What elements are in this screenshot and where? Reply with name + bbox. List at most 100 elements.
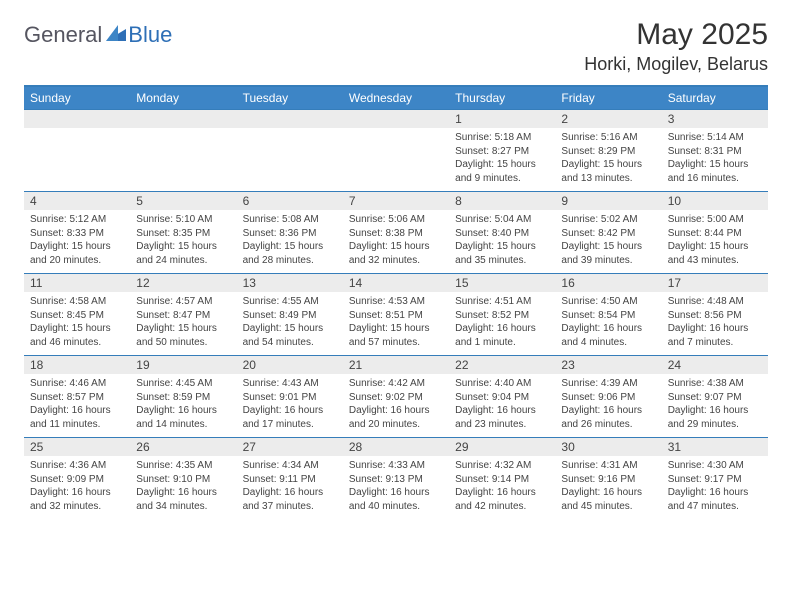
daylight-text: Daylight: 16 hours and 32 minutes.	[30, 486, 124, 513]
day-body: Sunrise: 4:58 AMSunset: 8:45 PMDaylight:…	[24, 292, 130, 355]
day-body: Sunrise: 4:38 AMSunset: 9:07 PMDaylight:…	[662, 374, 768, 437]
day-number: 6	[237, 192, 343, 210]
week-number-row: 45678910	[24, 191, 768, 210]
day-number: 27	[237, 438, 343, 456]
day-number	[130, 110, 236, 128]
daylight-text: Daylight: 16 hours and 17 minutes.	[243, 404, 337, 431]
day-body: Sunrise: 5:12 AMSunset: 8:33 PMDaylight:…	[24, 210, 130, 273]
daylight-text: Daylight: 16 hours and 1 minute.	[455, 322, 549, 349]
sunset-text: Sunset: 8:33 PM	[30, 227, 124, 241]
daylight-text: Daylight: 15 hours and 35 minutes.	[455, 240, 549, 267]
day-number: 3	[662, 110, 768, 128]
day-body: Sunrise: 4:35 AMSunset: 9:10 PMDaylight:…	[130, 456, 236, 519]
daylight-text: Daylight: 16 hours and 40 minutes.	[349, 486, 443, 513]
sunset-text: Sunset: 8:40 PM	[455, 227, 549, 241]
sunset-text: Sunset: 8:29 PM	[561, 145, 655, 159]
day-number: 21	[343, 356, 449, 374]
sunset-text: Sunset: 9:17 PM	[668, 473, 762, 487]
week-body-row: Sunrise: 5:12 AMSunset: 8:33 PMDaylight:…	[24, 210, 768, 273]
dow-sunday: Sunday	[24, 87, 130, 109]
day-number: 29	[449, 438, 555, 456]
day-body: Sunrise: 4:39 AMSunset: 9:06 PMDaylight:…	[555, 374, 661, 437]
week-number-row: 123	[24, 109, 768, 128]
sunrise-text: Sunrise: 4:32 AM	[455, 459, 549, 473]
sunrise-text: Sunrise: 4:34 AM	[243, 459, 337, 473]
sunrise-text: Sunrise: 5:02 AM	[561, 213, 655, 227]
sunset-text: Sunset: 8:51 PM	[349, 309, 443, 323]
brand-text-general: General	[24, 22, 102, 48]
location-label: Horki, Mogilev, Belarus	[584, 54, 768, 75]
day-body: Sunrise: 4:33 AMSunset: 9:13 PMDaylight:…	[343, 456, 449, 519]
sunrise-text: Sunrise: 4:51 AM	[455, 295, 549, 309]
day-body: Sunrise: 5:16 AMSunset: 8:29 PMDaylight:…	[555, 128, 661, 191]
sunset-text: Sunset: 9:11 PM	[243, 473, 337, 487]
daylight-text: Daylight: 16 hours and 42 minutes.	[455, 486, 549, 513]
day-body: Sunrise: 4:50 AMSunset: 8:54 PMDaylight:…	[555, 292, 661, 355]
day-number: 8	[449, 192, 555, 210]
week-number-row: 25262728293031	[24, 437, 768, 456]
day-number: 12	[130, 274, 236, 292]
dow-thursday: Thursday	[449, 87, 555, 109]
sunrise-text: Sunrise: 4:53 AM	[349, 295, 443, 309]
day-number: 15	[449, 274, 555, 292]
day-number: 22	[449, 356, 555, 374]
day-number	[24, 110, 130, 128]
daylight-text: Daylight: 15 hours and 24 minutes.	[136, 240, 230, 267]
daylight-text: Daylight: 15 hours and 46 minutes.	[30, 322, 124, 349]
sunrise-text: Sunrise: 5:04 AM	[455, 213, 549, 227]
sunrise-text: Sunrise: 4:50 AM	[561, 295, 655, 309]
sunrise-text: Sunrise: 4:36 AM	[30, 459, 124, 473]
day-body: Sunrise: 5:10 AMSunset: 8:35 PMDaylight:…	[130, 210, 236, 273]
sunrise-text: Sunrise: 5:16 AM	[561, 131, 655, 145]
day-body: Sunrise: 4:36 AMSunset: 9:09 PMDaylight:…	[24, 456, 130, 519]
sunset-text: Sunset: 9:04 PM	[455, 391, 549, 405]
week-body-row: Sunrise: 5:18 AMSunset: 8:27 PMDaylight:…	[24, 128, 768, 191]
dow-wednesday: Wednesday	[343, 87, 449, 109]
sunset-text: Sunset: 9:06 PM	[561, 391, 655, 405]
sunset-text: Sunset: 8:57 PM	[30, 391, 124, 405]
sunset-text: Sunset: 8:47 PM	[136, 309, 230, 323]
day-number: 7	[343, 192, 449, 210]
sunset-text: Sunset: 8:36 PM	[243, 227, 337, 241]
sunrise-text: Sunrise: 4:48 AM	[668, 295, 762, 309]
day-body: Sunrise: 5:04 AMSunset: 8:40 PMDaylight:…	[449, 210, 555, 273]
sunrise-text: Sunrise: 5:06 AM	[349, 213, 443, 227]
brand-logo: General Blue	[24, 22, 172, 48]
day-body: Sunrise: 5:14 AMSunset: 8:31 PMDaylight:…	[662, 128, 768, 191]
daylight-text: Daylight: 16 hours and 14 minutes.	[136, 404, 230, 431]
daylight-text: Daylight: 16 hours and 34 minutes.	[136, 486, 230, 513]
daylight-text: Daylight: 16 hours and 37 minutes.	[243, 486, 337, 513]
day-number: 9	[555, 192, 661, 210]
week-number-row: 11121314151617	[24, 273, 768, 292]
day-body: Sunrise: 4:46 AMSunset: 8:57 PMDaylight:…	[24, 374, 130, 437]
week-body-row: Sunrise: 4:36 AMSunset: 9:09 PMDaylight:…	[24, 456, 768, 519]
day-body: Sunrise: 5:08 AMSunset: 8:36 PMDaylight:…	[237, 210, 343, 273]
day-body: Sunrise: 5:02 AMSunset: 8:42 PMDaylight:…	[555, 210, 661, 273]
sunset-text: Sunset: 8:42 PM	[561, 227, 655, 241]
day-body: Sunrise: 5:00 AMSunset: 8:44 PMDaylight:…	[662, 210, 768, 273]
dow-monday: Monday	[130, 87, 236, 109]
daylight-text: Daylight: 16 hours and 26 minutes.	[561, 404, 655, 431]
daylight-text: Daylight: 16 hours and 7 minutes.	[668, 322, 762, 349]
daylight-text: Daylight: 15 hours and 54 minutes.	[243, 322, 337, 349]
brand-mark-icon	[106, 25, 126, 46]
sunset-text: Sunset: 8:49 PM	[243, 309, 337, 323]
sunset-text: Sunset: 9:09 PM	[30, 473, 124, 487]
day-number: 28	[343, 438, 449, 456]
sunrise-text: Sunrise: 4:55 AM	[243, 295, 337, 309]
day-number: 19	[130, 356, 236, 374]
day-body: Sunrise: 4:53 AMSunset: 8:51 PMDaylight:…	[343, 292, 449, 355]
sunset-text: Sunset: 8:45 PM	[30, 309, 124, 323]
day-body: Sunrise: 4:42 AMSunset: 9:02 PMDaylight:…	[343, 374, 449, 437]
day-body: Sunrise: 4:43 AMSunset: 9:01 PMDaylight:…	[237, 374, 343, 437]
daylight-text: Daylight: 15 hours and 32 minutes.	[349, 240, 443, 267]
sunset-text: Sunset: 8:52 PM	[455, 309, 549, 323]
sunset-text: Sunset: 9:02 PM	[349, 391, 443, 405]
day-body: Sunrise: 4:57 AMSunset: 8:47 PMDaylight:…	[130, 292, 236, 355]
sunrise-text: Sunrise: 4:38 AM	[668, 377, 762, 391]
daylight-text: Daylight: 16 hours and 11 minutes.	[30, 404, 124, 431]
day-number: 16	[555, 274, 661, 292]
sunset-text: Sunset: 9:07 PM	[668, 391, 762, 405]
day-number: 13	[237, 274, 343, 292]
sunset-text: Sunset: 9:16 PM	[561, 473, 655, 487]
